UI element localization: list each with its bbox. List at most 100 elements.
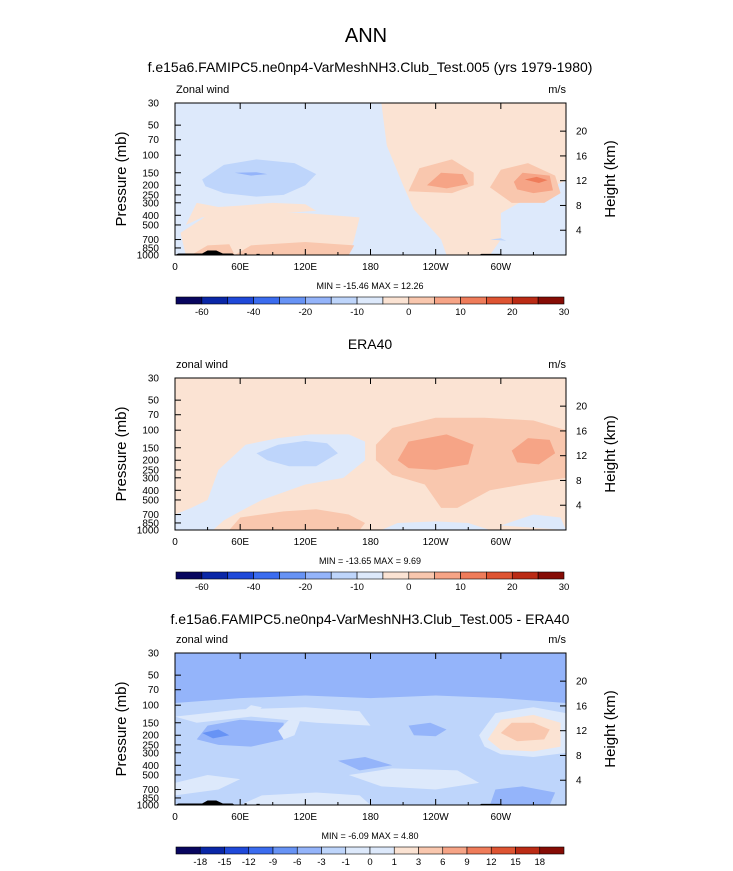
contour-region xyxy=(202,729,230,739)
colorbar-swatch xyxy=(279,571,306,580)
y-tick-label: 500 xyxy=(142,770,159,781)
colorbar-label: -12 xyxy=(242,857,256,868)
panel-2: ERA40 zonal wind m/s 0 60E 120E 180 120W 60W 3… xyxy=(113,336,619,593)
colorbar-swatch xyxy=(537,571,565,580)
contour-region xyxy=(240,792,371,805)
colorbar-swatch xyxy=(175,571,203,580)
colorbar-swatch xyxy=(175,296,203,305)
colorbar-swatch xyxy=(227,571,254,580)
colorbar-label: 0 xyxy=(406,307,411,318)
y-right-tick-label: 12 xyxy=(576,451,588,462)
colorbar-swatch xyxy=(460,296,487,305)
colorbar-swatch xyxy=(296,846,322,855)
x-tick-label: 60E xyxy=(231,262,249,273)
colorbar-label: 3 xyxy=(416,857,421,868)
colorbar-swatch xyxy=(434,571,461,580)
colorbar-swatch xyxy=(227,296,254,305)
colorbar-swatch xyxy=(418,846,444,855)
colorbar-label: 0 xyxy=(367,857,372,868)
y-tick-label: 30 xyxy=(148,99,160,110)
panel-3-left-label: zonal wind xyxy=(176,634,228,646)
x-tick-label: 60E xyxy=(231,812,249,823)
colorbar-swatch xyxy=(382,571,410,580)
panel-1-ylabel: Pressure (mb) xyxy=(113,131,130,226)
x-tick-label: 120W xyxy=(423,537,450,548)
panel-2-title: ERA40 xyxy=(348,336,393,352)
panel-2-stats: MIN = -13.65 MAX = 9.69 xyxy=(319,556,421,566)
colorbar-label: -15 xyxy=(218,857,232,868)
colorbar-swatch xyxy=(490,846,516,855)
colorbar-label: -60 xyxy=(195,582,209,593)
panel-2-colorbar: -60 -40 -20 -10 0 10 20 30 xyxy=(175,571,569,593)
colorbar-swatch xyxy=(305,296,332,305)
y-tick-label: 850 xyxy=(142,518,159,529)
x-tick-label: 120W xyxy=(423,812,450,823)
contour-region xyxy=(513,172,553,194)
colorbar-swatch xyxy=(356,296,384,305)
colorbar-swatch xyxy=(253,571,280,580)
colorbar-label: -20 xyxy=(298,307,312,318)
colorbar-swatch xyxy=(345,846,371,855)
figure-title: ANN xyxy=(345,25,387,47)
colorbar-swatch xyxy=(279,296,306,305)
y-tick-label: 1000 xyxy=(137,801,160,812)
contour-region xyxy=(234,241,355,255)
panel-1-ylabel-right: Height (km) xyxy=(602,140,619,218)
colorbar-swatch xyxy=(539,846,565,855)
y-tick-label: 400 xyxy=(142,211,159,222)
contour-region xyxy=(202,159,317,197)
y-tick-label: 1000 xyxy=(137,526,160,537)
panel-1-colorbar: -60 -40 -20 -10 0 10 20 30 xyxy=(175,296,570,318)
colorbar-label: 9 xyxy=(464,857,469,868)
y-tick-label: 50 xyxy=(148,671,160,682)
x-tick-label: 120E xyxy=(294,537,318,548)
panel-3-colorbar: -18 -15 -12 -9 -6 -3 -1 0 1 3 6 9 12 15 18 xyxy=(175,846,565,868)
colorbar-label: 10 xyxy=(455,307,466,318)
contour-region xyxy=(175,653,566,703)
colorbar-swatch xyxy=(382,296,410,305)
panel-3-units: m/s xyxy=(548,634,566,646)
y-tick-label: 100 xyxy=(142,701,159,712)
y-tick-label: 50 xyxy=(148,396,160,407)
x-tick-label: 60E xyxy=(231,537,249,548)
panel-3: f.e15a6.FAMIPC5.ne0np4-VarMeshNH3.Club_T… xyxy=(113,611,619,868)
colorbar-label: 0 xyxy=(406,582,411,593)
panel-1-units: m/s xyxy=(548,84,566,96)
colorbar-label: -1 xyxy=(342,857,350,868)
contour-region xyxy=(278,719,300,740)
y-right-tick-label: 12 xyxy=(576,726,588,737)
contour-region xyxy=(256,440,338,467)
contour-region xyxy=(524,176,548,184)
colorbar-swatch xyxy=(175,846,201,855)
contour-region xyxy=(191,244,235,255)
panel-3-title: f.e15a6.FAMIPC5.ne0np4-VarMeshNH3.Club_T… xyxy=(171,611,570,627)
colorbar-label: -40 xyxy=(247,307,261,318)
colorbar-label: 1 xyxy=(392,857,397,868)
y-tick-label: 70 xyxy=(148,410,160,421)
panel-1-title: f.e15a6.FAMIPC5.ne0np4-VarMeshNH3.Club_T… xyxy=(148,59,593,75)
colorbar-swatch xyxy=(369,846,395,855)
y-tick-label: 70 xyxy=(148,685,160,696)
colorbar-swatch xyxy=(330,571,358,580)
panel-3-ylabel: Pressure (mb) xyxy=(113,681,130,776)
contour-region xyxy=(500,722,550,742)
y-tick-label: 700 xyxy=(142,510,159,521)
y-right-tick-label: 4 xyxy=(576,226,582,237)
y-tick-label: 30 xyxy=(148,374,160,385)
y-right-tick-label: 20 xyxy=(576,127,588,138)
colorbar-label: 30 xyxy=(559,307,570,318)
y-tick-label: 50 xyxy=(148,121,160,132)
y-tick-label: 150 xyxy=(142,718,159,729)
contour-region xyxy=(397,434,474,470)
y-tick-label: 700 xyxy=(142,785,159,796)
contour-region xyxy=(196,719,284,747)
contour-region xyxy=(337,756,393,771)
colorbar-swatch xyxy=(201,571,229,580)
contour-region xyxy=(500,514,566,530)
y-right-tick-label: 4 xyxy=(576,501,582,512)
